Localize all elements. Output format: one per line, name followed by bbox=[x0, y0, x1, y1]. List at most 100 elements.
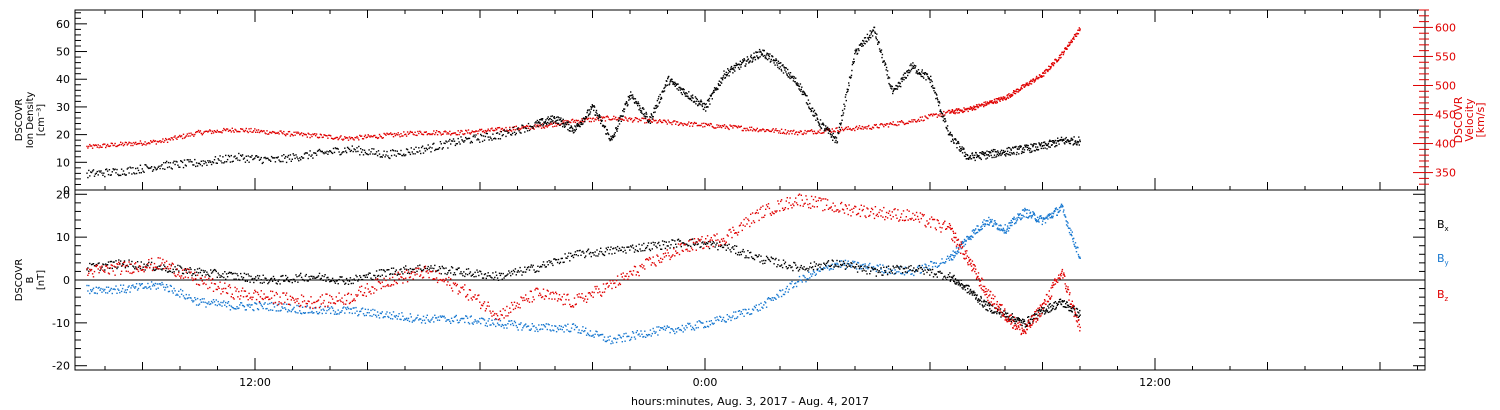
velocity-point bbox=[1066, 48, 1068, 50]
velocity-point bbox=[624, 116, 626, 118]
by-point bbox=[676, 327, 679, 330]
velocity-point bbox=[694, 122, 697, 124]
velocity-point bbox=[322, 136, 324, 138]
density-point bbox=[913, 67, 915, 69]
velocity-point bbox=[240, 128, 243, 130]
density-point bbox=[438, 147, 441, 149]
density-point bbox=[568, 130, 570, 132]
density-point bbox=[813, 109, 816, 112]
bx-point bbox=[319, 278, 322, 280]
velocity-point bbox=[220, 131, 222, 133]
by-point bbox=[901, 272, 904, 275]
by-point bbox=[163, 286, 165, 288]
bx-point bbox=[388, 269, 390, 271]
bx-point bbox=[333, 280, 336, 283]
by-point bbox=[1043, 217, 1045, 219]
by-point bbox=[452, 320, 455, 323]
bx-point bbox=[174, 266, 176, 268]
bx-point bbox=[451, 267, 454, 269]
density-point bbox=[940, 111, 942, 113]
by-point bbox=[710, 320, 712, 322]
bx-point bbox=[334, 282, 337, 284]
velocity-point bbox=[771, 129, 773, 131]
bx-point bbox=[525, 268, 528, 271]
bx-point bbox=[169, 270, 172, 273]
density-point bbox=[875, 37, 877, 40]
velocity-point bbox=[363, 135, 366, 138]
bx-point bbox=[385, 275, 387, 277]
by-point bbox=[510, 323, 512, 326]
density-point bbox=[584, 120, 586, 123]
by-point bbox=[994, 222, 997, 224]
density-point bbox=[912, 62, 914, 64]
bx-point bbox=[255, 276, 257, 278]
density-point bbox=[697, 104, 699, 106]
by-point bbox=[310, 311, 312, 314]
density-point bbox=[1035, 143, 1037, 145]
bx-point bbox=[407, 269, 410, 271]
velocity-point bbox=[563, 120, 565, 122]
density-point bbox=[711, 98, 713, 100]
velocity-point bbox=[951, 110, 953, 113]
by-point bbox=[416, 316, 418, 319]
density-point bbox=[647, 121, 650, 124]
density-point bbox=[528, 129, 531, 132]
density-point bbox=[352, 150, 354, 153]
velocity-point bbox=[706, 124, 709, 126]
density-point bbox=[685, 92, 687, 94]
velocity-point bbox=[864, 127, 866, 129]
by-point bbox=[682, 331, 684, 333]
density-point bbox=[710, 94, 712, 97]
velocity-point bbox=[989, 100, 991, 102]
density-point bbox=[557, 116, 559, 118]
by-point bbox=[735, 317, 738, 319]
velocity-point bbox=[138, 142, 141, 145]
bx-point bbox=[660, 248, 662, 250]
bx-point bbox=[517, 269, 519, 272]
bx-point bbox=[396, 274, 398, 276]
bx-point bbox=[150, 261, 153, 264]
velocity-point bbox=[525, 124, 528, 127]
density-point bbox=[885, 69, 887, 71]
density-point bbox=[964, 155, 967, 157]
by-point bbox=[1022, 209, 1025, 211]
by-point bbox=[222, 301, 224, 304]
velocity-point bbox=[210, 130, 212, 132]
density-point bbox=[672, 83, 674, 85]
velocity-point bbox=[227, 130, 230, 132]
density-point bbox=[113, 169, 115, 171]
velocity-point bbox=[149, 142, 151, 145]
bx-point bbox=[228, 271, 231, 273]
velocity-point bbox=[582, 120, 584, 123]
density-point bbox=[234, 155, 236, 157]
by-point bbox=[555, 331, 558, 333]
velocity-point bbox=[172, 139, 174, 141]
density-point bbox=[209, 160, 211, 162]
bx-point bbox=[675, 246, 678, 248]
velocity-point bbox=[1044, 72, 1047, 74]
by-point bbox=[201, 298, 203, 300]
bx-point bbox=[627, 246, 629, 248]
density-point bbox=[240, 155, 243, 157]
by-point bbox=[705, 326, 707, 328]
bx-point bbox=[523, 271, 525, 273]
velocity-point bbox=[412, 133, 414, 135]
by-point bbox=[1042, 220, 1044, 222]
density-point bbox=[877, 41, 879, 44]
density-point bbox=[541, 118, 544, 120]
velocity-point bbox=[611, 118, 613, 121]
density-point bbox=[605, 133, 607, 135]
density-point bbox=[88, 169, 90, 172]
velocity-point bbox=[1033, 81, 1035, 83]
density-point bbox=[681, 88, 683, 90]
bx-point bbox=[114, 266, 116, 268]
velocity-point bbox=[297, 131, 299, 133]
velocity-point bbox=[631, 121, 634, 123]
velocity-point bbox=[437, 131, 440, 133]
density-point bbox=[340, 153, 342, 156]
density-point bbox=[1052, 141, 1054, 143]
by-point bbox=[491, 319, 493, 321]
density-point bbox=[319, 150, 322, 152]
velocity-point bbox=[628, 117, 630, 120]
bx-point bbox=[463, 271, 465, 273]
